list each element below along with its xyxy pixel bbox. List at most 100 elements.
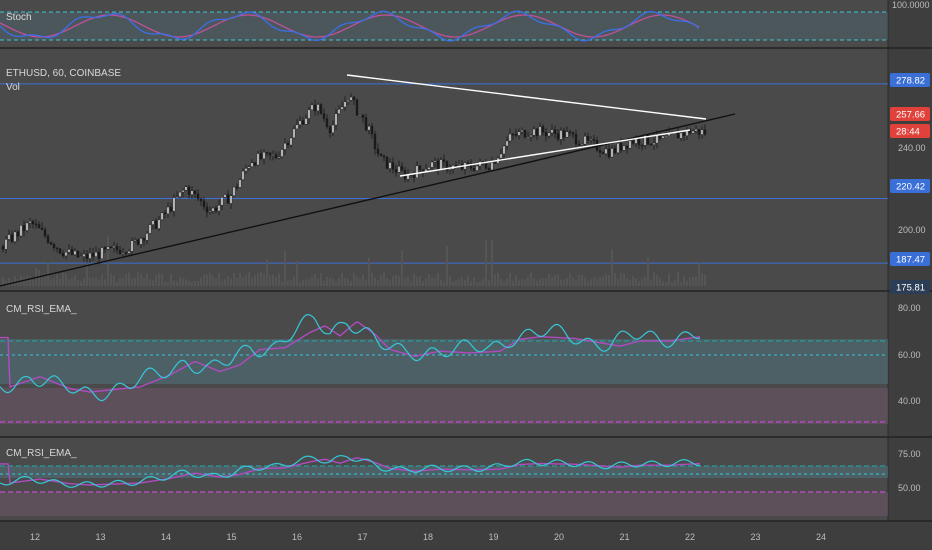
candle-body [289, 137, 293, 146]
price-tag-text: 28:44 [896, 127, 920, 138]
rsi2-tick-75: 75.00 [898, 449, 921, 459]
volume-bar [152, 280, 154, 286]
candle-body [181, 190, 185, 193]
candle-body [625, 145, 629, 149]
volume-bar [395, 274, 397, 286]
candle-body [190, 190, 194, 195]
candle-body [445, 161, 449, 171]
volume-bar [38, 269, 40, 286]
candle-body [172, 197, 176, 212]
candle-body [493, 162, 497, 164]
volume-bar [206, 274, 208, 286]
candle-body [343, 101, 347, 108]
candle-body [346, 100, 350, 102]
time-axis-label: 23 [750, 532, 760, 542]
time-axis[interactable]: 12 13 14 15 16 17 18 19 20 21 22 23 24 [0, 522, 932, 550]
rsi-pane-1[interactable]: CM_RSI_EMA_ 80.00 60.00 40.00 [0, 303, 921, 424]
volume-bar [620, 272, 622, 286]
volume-bar [608, 274, 610, 286]
candle-body [553, 129, 557, 134]
volume-bar [218, 273, 220, 286]
volume-bar [467, 275, 469, 286]
volume-bar [5, 280, 7, 286]
candle-body [526, 136, 530, 139]
volume-bar [656, 274, 658, 286]
volume-bar [515, 274, 517, 286]
rsi2-tick-50: 50.00 [898, 483, 921, 493]
candle-body [310, 104, 314, 110]
volume-bar [473, 277, 475, 286]
trendline-lower-white [399, 129, 691, 177]
volume-bar [137, 272, 139, 286]
candle-body [355, 99, 359, 116]
time-axis-label: 12 [30, 532, 40, 542]
volume-bar [362, 274, 364, 286]
candle-body [49, 242, 53, 245]
volume-bar [446, 245, 448, 286]
price-pane[interactable]: ETHUSD, 60, COINBASE Vol 240.00 200.00 2… [0, 68, 930, 294]
time-axis-label: 21 [619, 532, 629, 542]
volume-label: Vol [6, 82, 20, 93]
candle-body [598, 150, 602, 153]
volume-bar [200, 277, 202, 286]
volume-bar [191, 281, 193, 286]
candle-body [67, 249, 71, 253]
candle-body [583, 136, 587, 145]
candle-body [250, 162, 254, 167]
volume-bar [173, 280, 175, 286]
volume-bar [98, 279, 100, 286]
trendline-upper-white [346, 74, 707, 120]
candle-body [52, 243, 56, 249]
volume-bar [302, 280, 304, 286]
candle-body [316, 104, 320, 112]
candle-body [205, 206, 209, 213]
candle-body [349, 96, 353, 101]
volume-bar [572, 277, 574, 286]
volume-bar [353, 273, 355, 286]
candle-body [64, 251, 68, 257]
volume-bar [104, 279, 106, 286]
candle-body [511, 133, 515, 136]
candle-body [277, 156, 281, 159]
candle-body [418, 165, 422, 170]
candle-body [700, 129, 704, 135]
volume-bar [41, 277, 43, 286]
candle-body [211, 207, 215, 212]
volume-bar [182, 278, 184, 286]
candle-body [136, 239, 140, 245]
candle-body [352, 96, 356, 100]
volume-bar [551, 276, 553, 286]
candle-body [46, 235, 50, 243]
rsi-pane-2[interactable]: CM_RSI_EMA_ 75.00 50.00 [0, 448, 921, 516]
candle-body [613, 148, 617, 153]
volume-bar [230, 278, 232, 286]
candle-body [604, 148, 608, 154]
candle-body [490, 162, 494, 171]
candle-body [4, 239, 8, 250]
candle-body [139, 238, 143, 245]
volume-bar [347, 278, 349, 286]
volume-bar [290, 280, 292, 286]
volume-bar [542, 278, 544, 286]
volume-bar [593, 277, 595, 286]
price-tag-text: 278.82 [896, 76, 925, 87]
candle-body [91, 252, 95, 257]
candle-body [226, 194, 230, 204]
volume-bar [356, 276, 358, 286]
price-tag-bg [890, 107, 930, 121]
stoch-pane[interactable]: Stoch 100.0000 [0, 0, 930, 42]
candle-body [370, 125, 374, 135]
volume-bar [221, 281, 223, 286]
volume-bar [374, 277, 376, 286]
candle-body [337, 109, 341, 114]
volume-bar [560, 279, 562, 286]
candle-body [280, 149, 284, 157]
candle-body [676, 132, 680, 139]
volume-bar [77, 279, 79, 286]
price-tag-text: 257.66 [896, 110, 925, 121]
volume-bar [578, 275, 580, 286]
candle-body [439, 159, 443, 170]
candle-body [295, 124, 299, 130]
